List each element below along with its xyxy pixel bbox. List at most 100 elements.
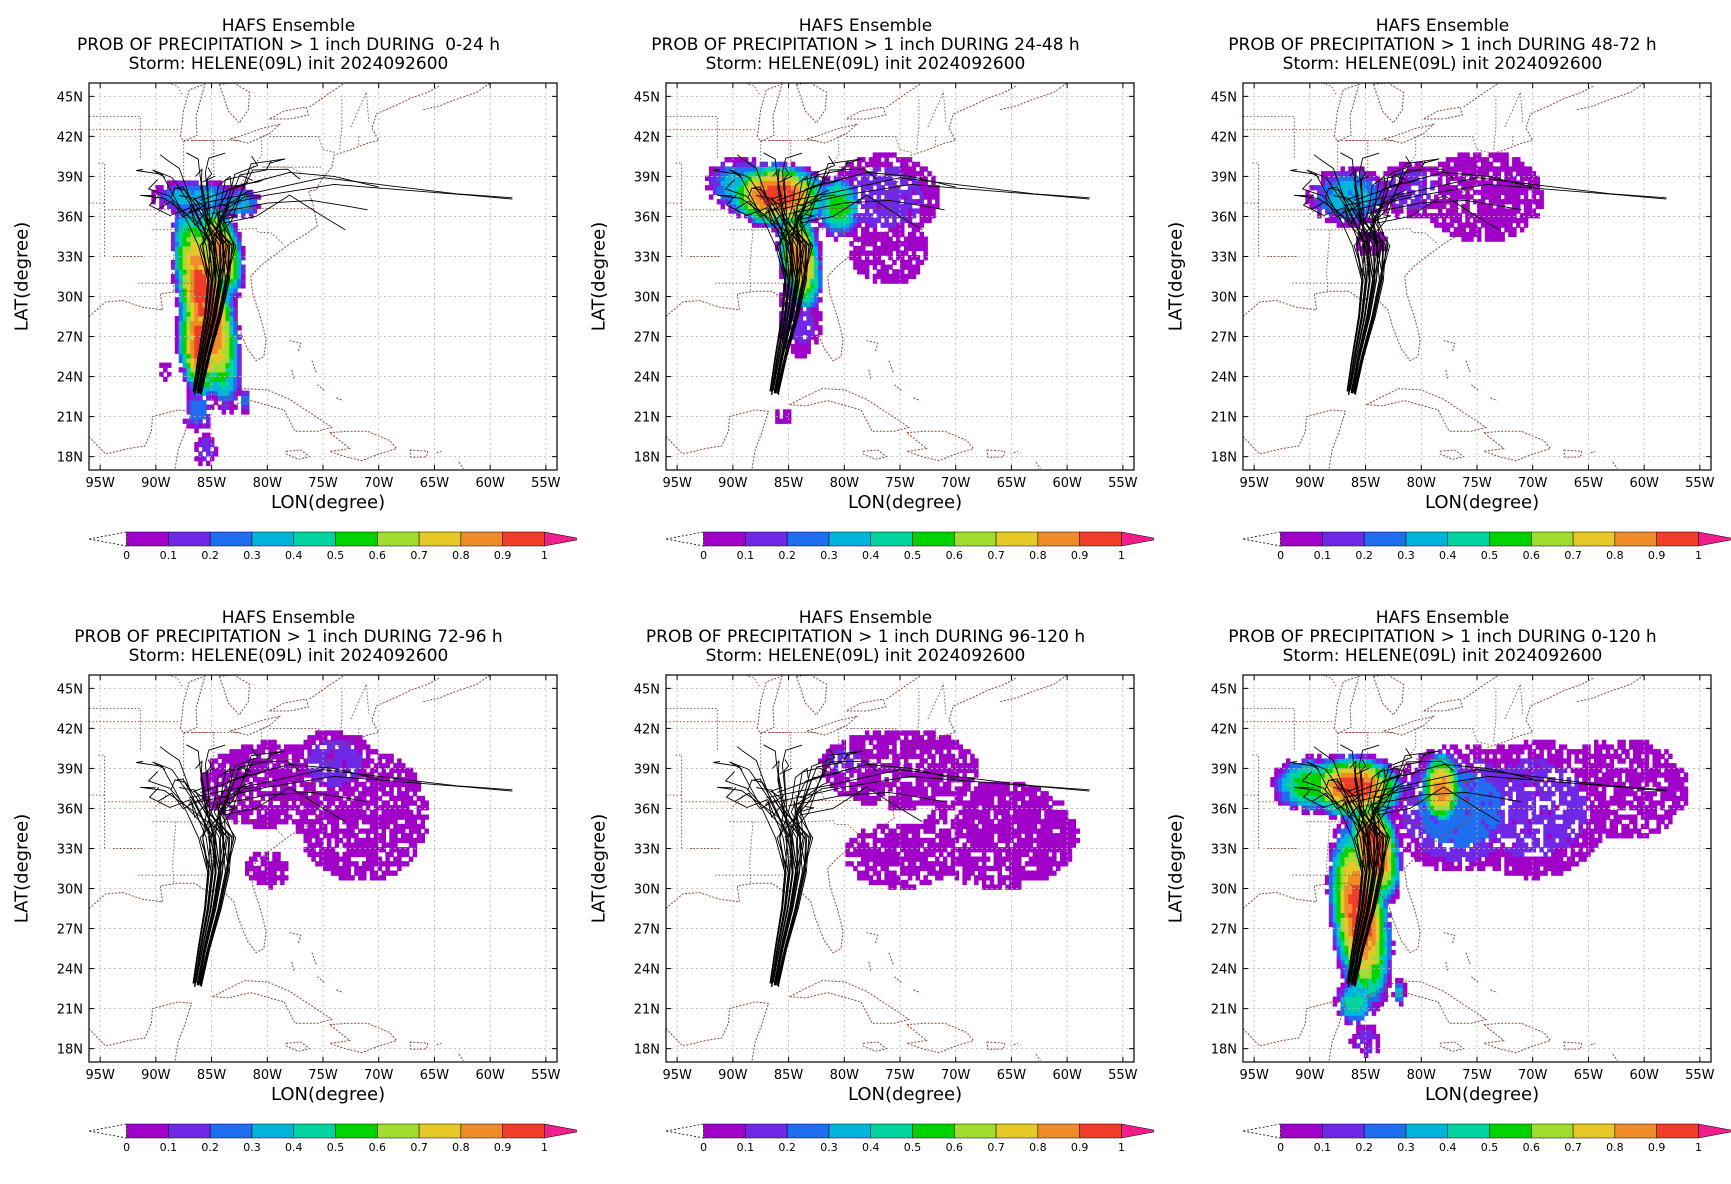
lat-tick-label: 30N: [1211, 291, 1237, 306]
colorbar-over-arrow: [544, 531, 577, 547]
state-borders: [89, 83, 370, 292]
colorbar-label: 0.3: [243, 1141, 261, 1154]
lon-tick-label: 95W: [662, 1068, 692, 1083]
panel-title-1: HAFS Ensemble: [1375, 16, 1510, 36]
colorbar-under-arrow: [665, 1123, 705, 1139]
lon-tick-label: 80W: [253, 1068, 283, 1083]
lon-tick-label: 95W: [85, 476, 115, 491]
panel-title-2: PROB OF PRECIPITATION > 1 inch DURING 48…: [1228, 35, 1657, 55]
map-plot: 95W 90W 85W 80W 75W 70W 65W 60W 55W 18N 21N 24N 27N 3…: [634, 82, 1138, 491]
colorbar-swatch: [912, 531, 955, 547]
colorbar-label: 0.4: [285, 549, 303, 562]
colorbar-swatch: [954, 1123, 997, 1139]
lat-tick-label: 39N: [57, 170, 83, 185]
colorbar-label: 0.1: [737, 1141, 755, 1154]
colorbar-swatch: [1322, 531, 1365, 547]
coastlines: [666, 83, 1068, 470]
colorbar-label: 0.3: [820, 1141, 838, 1154]
colorbar-label: 0: [123, 1141, 130, 1154]
lat-tick-label: 36N: [1211, 802, 1237, 817]
colorbar-swatch: [209, 531, 253, 547]
lon-tick-label: 65W: [1574, 476, 1604, 491]
lat-tick-label: 21N: [634, 1003, 660, 1018]
lat-tick-label: 24N: [57, 371, 83, 386]
lat-tick-label: 39N: [634, 762, 660, 777]
colorbar-swatch: [335, 531, 378, 547]
lon-tick-label: 60W: [1629, 476, 1659, 491]
lon-tick-label: 90W: [141, 1068, 171, 1083]
lat-tick-label: 42N: [1211, 722, 1237, 737]
lat-tick-label: 36N: [1211, 210, 1237, 225]
colorbar-label: 0.3: [243, 549, 261, 562]
lon-tick-label: 80W: [1407, 1068, 1437, 1083]
colorbar-over-arrow: [544, 1123, 577, 1139]
colorbar-swatch: [1037, 531, 1080, 547]
lat-tick-label: 33N: [1211, 842, 1237, 857]
colorbar-label: 0: [700, 1141, 707, 1154]
storm-tracks: [713, 152, 1090, 396]
coastlines: [1243, 83, 1645, 470]
gridlines: [1243, 83, 1711, 470]
lat-tick-label: 18N: [57, 1043, 83, 1058]
colorbar-swatch: [1079, 531, 1122, 547]
colorbar-label: 0.8: [1606, 549, 1624, 562]
colorbar-swatch: [418, 531, 462, 547]
lon-tick-label: 85W: [197, 476, 227, 491]
lon-tick-label: 90W: [141, 476, 171, 491]
lat-tick-label: 24N: [1211, 963, 1237, 978]
lon-tick-label: 65W: [420, 476, 450, 491]
map-panel: HAFS Ensemble PROB OF PRECIPITATION > 1 i…: [577, 592, 1154, 1184]
colorbar-label: 0.6: [946, 1141, 964, 1154]
panel-title-3: Storm: HELENE(09L) init 2024092600: [1282, 646, 1603, 666]
lat-tick-label: 33N: [634, 842, 660, 857]
lat-tick-label: 24N: [634, 371, 660, 386]
gridlines: [666, 83, 1134, 470]
lon-tick-label: 55W: [531, 476, 561, 491]
lon-tick-label: 95W: [662, 476, 692, 491]
colorbar-label: 0.8: [1029, 549, 1047, 562]
lat-tick-label: 42N: [634, 130, 660, 145]
lat-tick-label: 33N: [57, 842, 83, 857]
lat-tick-label: 18N: [1211, 451, 1237, 466]
colorbar-label: 0.4: [1439, 549, 1457, 562]
lon-tick-label: 55W: [1108, 476, 1138, 491]
panel-title-2: PROB OF PRECIPITATION > 1 inch DURING 0-…: [1228, 627, 1657, 647]
colorbar-label: 0: [1277, 549, 1284, 562]
colorbar-over-arrow: [1121, 531, 1154, 547]
lat-tick-label: 24N: [1211, 371, 1237, 386]
map-panel: HAFS Ensemble PROB OF PRECIPITATION > 1 i…: [0, 592, 577, 1184]
lon-tick-label: 85W: [1351, 476, 1381, 491]
x-axis-label: LON(degree): [1425, 1084, 1540, 1105]
map-layers: [1243, 83, 1711, 470]
colorbar-label: 0.1: [1314, 1141, 1332, 1154]
x-axis-label: LON(degree): [848, 1084, 963, 1105]
lon-tick-label: 85W: [1351, 1068, 1381, 1083]
lat-tick-label: 39N: [634, 170, 660, 185]
lat-tick-label: 33N: [1211, 250, 1237, 265]
panel-title-3: Storm: HELENE(09L) init 2024092600: [1282, 54, 1603, 74]
colorbar-label: 0.6: [369, 549, 387, 562]
colorbar-swatch: [745, 531, 788, 547]
colorbar-label: 0.6: [1523, 1141, 1541, 1154]
panel-title-2: PROB OF PRECIPITATION > 1 inch DURING 72…: [74, 627, 503, 647]
colorbar-swatch: [1363, 531, 1407, 547]
lat-tick-label: 21N: [1211, 411, 1237, 426]
colorbar-swatch: [126, 531, 169, 547]
colorbar-label: 0.2: [778, 549, 796, 562]
lat-tick-label: 39N: [57, 762, 83, 777]
colorbar-swatch: [1280, 531, 1323, 547]
colorbar-swatch: [335, 1123, 378, 1139]
colorbar-swatch: [126, 1123, 169, 1139]
colorbar-swatch: [954, 531, 997, 547]
probability-field: [1305, 152, 1544, 256]
colorbar-under-arrow: [1242, 531, 1282, 547]
map-plot: 95W 90W 85W 80W 75W 70W 65W 60W 55W 18N 21N 24N 27N 3…: [57, 82, 561, 491]
lat-tick-label: 36N: [57, 802, 83, 817]
lat-tick-label: 36N: [634, 210, 660, 225]
colorbar-label: 0.2: [1355, 549, 1373, 562]
lat-tick-label: 18N: [634, 451, 660, 466]
colorbar-label: 0.4: [285, 1141, 303, 1154]
colorbar-over-arrow: [1698, 1123, 1731, 1139]
lat-tick-label: 45N: [634, 682, 660, 697]
